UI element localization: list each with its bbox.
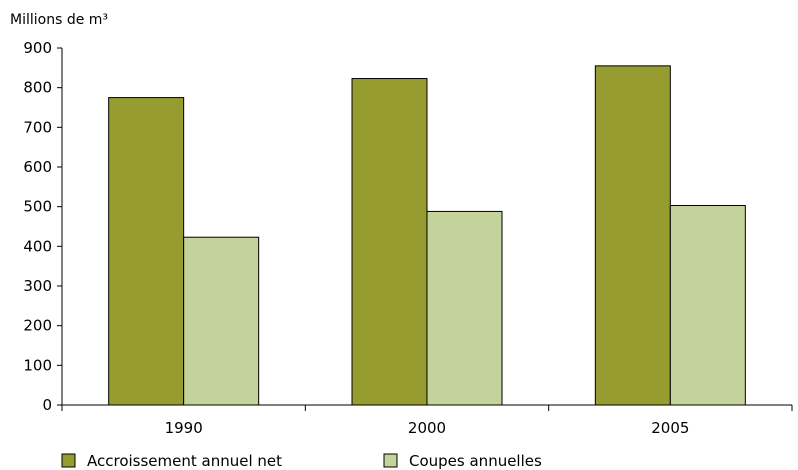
bar-coupes-2000 xyxy=(426,210,503,406)
bar-accroissement-2000 xyxy=(351,78,428,406)
y-tick-label: 500 xyxy=(23,198,52,216)
bar-coupes-2005 xyxy=(669,204,746,406)
y-tick-label: 400 xyxy=(23,237,52,255)
legend-swatch xyxy=(383,453,398,468)
y-tick-label: 700 xyxy=(23,118,52,136)
legend-label: Coupes annuelles xyxy=(409,452,542,470)
x-tick-label: 1990 xyxy=(165,419,203,437)
x-tick-label: 2005 xyxy=(651,419,689,437)
y-tick-label: 300 xyxy=(23,277,52,295)
legend: Accroissement annuel net Coupes annuelles xyxy=(61,452,542,470)
bar-coupes-1990 xyxy=(183,236,260,406)
y-tick-label: 800 xyxy=(23,79,52,97)
y-tick-label: 0 xyxy=(42,396,52,414)
bars xyxy=(108,65,746,406)
legend-swatch xyxy=(61,453,76,468)
x-tick-label: 2000 xyxy=(408,419,446,437)
bar-accroissement-2005 xyxy=(594,65,671,406)
y-tick-label: 900 xyxy=(23,39,52,57)
y-axis: 0 100 200 300 400 500 600 700 800 900 xyxy=(23,39,63,414)
x-axis: 1990 2000 2005 xyxy=(61,404,793,437)
legend-label: Accroissement annuel net xyxy=(87,452,282,470)
y-axis-label: Millions de m³ xyxy=(10,12,108,28)
y-tick-label: 200 xyxy=(23,317,52,335)
y-tick-label: 600 xyxy=(23,158,52,176)
y-tick-label: 100 xyxy=(23,356,52,374)
bar-accroissement-1990 xyxy=(108,97,185,406)
